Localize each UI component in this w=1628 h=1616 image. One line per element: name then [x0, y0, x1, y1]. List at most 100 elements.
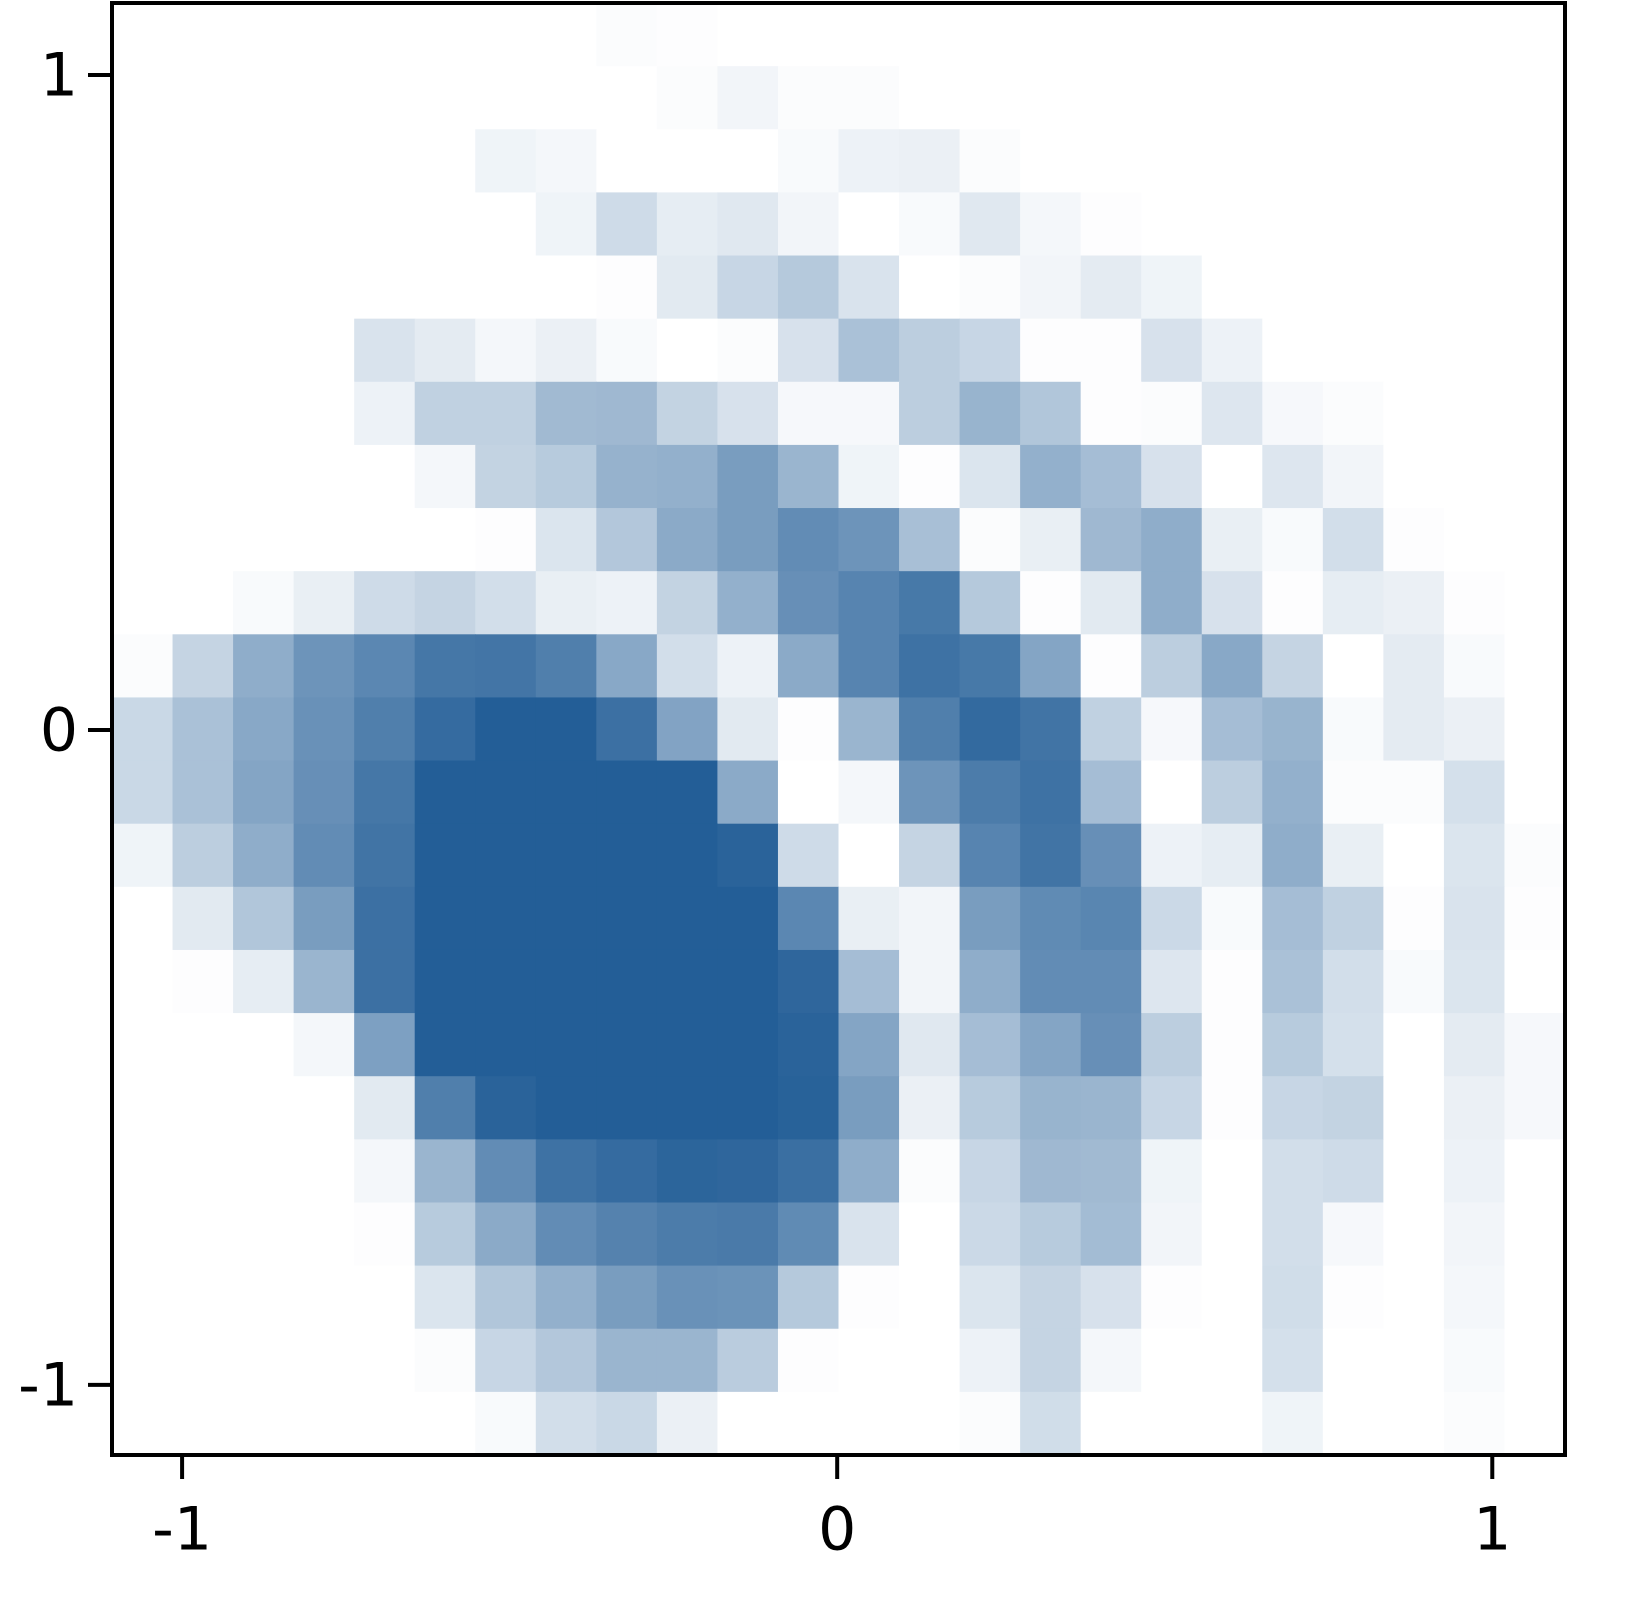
heatmap-cell: [535, 886, 597, 951]
heatmap-cell: [1020, 1202, 1082, 1267]
heatmap-cell: [777, 1202, 840, 1267]
heatmap-cell: [596, 760, 658, 825]
heatmap-cell: [777, 1265, 840, 1330]
heatmap-cell: [596, 571, 658, 635]
heatmap-cell: [1201, 1391, 1263, 1456]
heatmap-cell: [656, 1328, 719, 1393]
heatmap-cell: [1322, 129, 1384, 193]
heatmap-cell: [1504, 886, 1566, 951]
heatmap-cell: [293, 1139, 355, 1204]
heatmap-cell: [959, 192, 1021, 257]
heatmap-cell: [293, 3, 355, 67]
heatmap-cell: [1504, 444, 1566, 509]
heatmap-cell: [656, 1391, 719, 1456]
heatmap-cell: [777, 381, 840, 446]
heatmap-cell: [354, 823, 416, 888]
heatmap-cell: [717, 949, 779, 1014]
heatmap-cell: [293, 1265, 355, 1330]
heatmap-cell: [1504, 381, 1566, 446]
heatmap-cell: [899, 1076, 961, 1140]
heatmap-cell: [112, 823, 174, 888]
heatmap-cell: [1201, 697, 1263, 762]
heatmap-cell: [1504, 255, 1566, 320]
heatmap-cell: [596, 823, 658, 888]
heatmap-cell: [717, 129, 779, 193]
heatmap-cell: [1504, 823, 1566, 888]
heatmap-cell: [656, 192, 719, 257]
heatmap-cell: [172, 634, 234, 699]
heatmap-cell: [1443, 823, 1506, 888]
heatmap-cell: [777, 823, 840, 888]
heatmap-cell: [1504, 1391, 1566, 1456]
heatmap-cell: [112, 444, 174, 509]
heatmap-cell: [293, 1076, 355, 1140]
heatmap-cell: [475, 886, 537, 951]
heatmap-cell: [717, 381, 779, 446]
heatmap-cell: [959, 1202, 1021, 1267]
heatmap-cell: [1141, 1076, 1203, 1140]
heatmap-cell: [1383, 949, 1445, 1014]
heatmap-cell: [354, 318, 416, 383]
heatmap-cell: [959, 760, 1021, 825]
heatmap-cell: [1262, 318, 1324, 383]
heatmap-cell: [838, 444, 900, 509]
heatmap-cell: [535, 1265, 597, 1330]
heatmap-cell: [1443, 1013, 1506, 1077]
heatmap-cell: [172, 129, 234, 193]
heatmap-cell: [112, 318, 174, 383]
heatmap-cell: [959, 129, 1021, 193]
heatmap-cell: [777, 1328, 840, 1393]
heatmap-cell: [172, 444, 234, 509]
heatmap-cell: [414, 1328, 476, 1393]
heatmap-cell: [1443, 760, 1506, 825]
heatmap-cell: [354, 1013, 416, 1077]
heatmap-cell: [475, 381, 537, 446]
heatmap-cell: [1443, 192, 1506, 257]
heatmap-cell: [414, 634, 476, 699]
heatmap-cell: [1322, 66, 1384, 130]
heatmap-cell: [777, 634, 840, 699]
heatmap-cell: [838, 318, 900, 383]
heatmap-cell: [1080, 255, 1142, 320]
heatmap-cell: [233, 3, 295, 67]
heatmap-cell: [112, 1328, 174, 1393]
heatmap-cell: [717, 760, 779, 825]
heatmap-cell: [112, 1139, 174, 1204]
heatmap-cell: [1262, 1328, 1324, 1393]
heatmap-cell: [1443, 3, 1506, 67]
heatmap-cell: [112, 697, 174, 762]
heatmap-cell: [414, 760, 476, 825]
heatmap-cell: [1322, 192, 1384, 257]
heatmap-cell: [414, 1265, 476, 1330]
heatmap-cell: [1141, 697, 1203, 762]
heatmap-cell: [1504, 1013, 1566, 1077]
heatmap-cell: [475, 192, 537, 257]
heatmap-cell: [1141, 634, 1203, 699]
heatmap-cell: [112, 3, 174, 67]
heatmap-cell: [656, 381, 719, 446]
heatmap-cell: [1262, 255, 1324, 320]
heatmap-cell: [293, 381, 355, 446]
heatmap-cell: [838, 192, 900, 257]
heatmap-cell: [899, 444, 961, 509]
heatmap-cell: [596, 381, 658, 446]
y-tick-label: -1: [18, 1351, 78, 1421]
heatmap-cell: [1262, 1202, 1324, 1267]
heatmap-cell: [838, 823, 900, 888]
heatmap-cell: [1383, 192, 1445, 257]
heatmap-cell: [1504, 3, 1566, 67]
heatmap-cell: [899, 1139, 961, 1204]
heatmap-cell: [1322, 444, 1384, 509]
heatmap-cell: [717, 255, 779, 320]
heatmap-cell: [656, 760, 719, 825]
heatmap-cell: [596, 634, 658, 699]
heatmap-cell: [293, 571, 355, 635]
heatmap-cell: [1443, 1076, 1506, 1140]
heatmap-cell: [293, 255, 355, 320]
heatmap-cell: [1020, 508, 1082, 572]
heatmap-cell: [1080, 949, 1142, 1014]
heatmap-cell: [1322, 255, 1384, 320]
heatmap-cell: [1201, 508, 1263, 572]
heatmap-cell: [1080, 129, 1142, 193]
heatmap-cell: [1141, 318, 1203, 383]
